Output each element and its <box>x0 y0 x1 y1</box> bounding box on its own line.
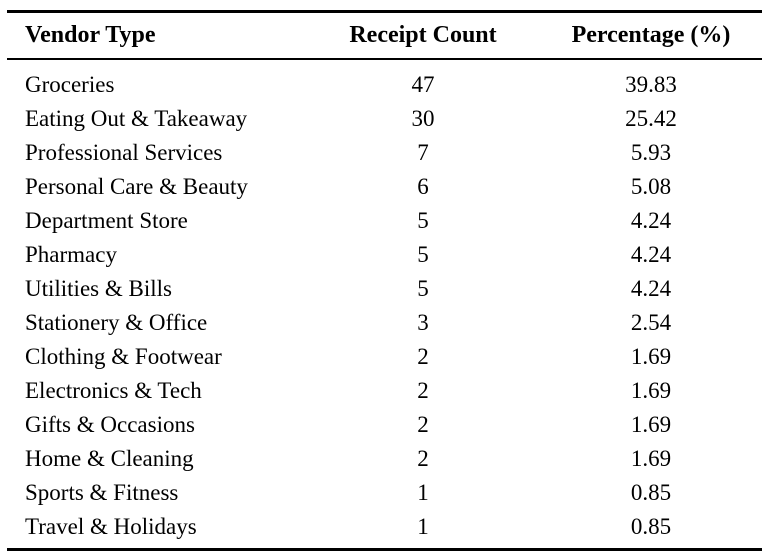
vendor-type-cell: Stationery & Office <box>25 310 208 335</box>
vendor-type-cell: Utilities & Bills <box>25 276 172 301</box>
percentage-cell: 4.24 <box>630 242 672 267</box>
receipt-count-cell: 2 <box>417 378 429 403</box>
vendor-type-cell: Professional Services <box>25 140 223 165</box>
table-row: Travel & Holidays 1 0.85 <box>7 510 762 550</box>
table-row: Department Store 5 4.24 <box>7 204 762 238</box>
vendor-type-cell: Sports & Fitness <box>25 480 179 505</box>
table-row: Electronics & Tech 2 1.69 <box>7 374 762 408</box>
receipt-count-cell: 2 <box>417 446 429 471</box>
table-row: Clothing & Footwear 2 1.69 <box>7 340 762 374</box>
table-row: Professional Services 7 5.93 <box>7 136 762 170</box>
table-row: Pharmacy 5 4.24 <box>7 238 762 272</box>
receipt-count-cell: 3 <box>417 310 429 335</box>
vendor-type-cell: Pharmacy <box>25 242 117 267</box>
percentage-cell: 5.93 <box>630 140 672 165</box>
vendor-type-cell: Gifts & Occasions <box>25 412 195 437</box>
percentage-cell: 1.69 <box>630 446 672 471</box>
vendor-type-cell: Home & Cleaning <box>25 446 194 471</box>
table-row: Stationery & Office 3 2.54 <box>7 306 762 340</box>
percentage-cell: 0.85 <box>630 514 672 539</box>
percentage-cell: 39.83 <box>625 72 677 97</box>
receipt-count-cell: 30 <box>411 106 435 131</box>
receipt-count-cell: 1 <box>417 514 429 539</box>
percentage-cell: 0.85 <box>630 480 672 505</box>
vendor-receipt-table: Vendor Type Receipt Count Percentage (%)… <box>7 10 762 551</box>
table-body: Groceries 47 39.83 Eating Out & Takeaway 30 2… <box>7 59 762 550</box>
percentage-cell: 1.69 <box>630 412 672 437</box>
vendor-type-cell: Electronics & Tech <box>25 378 202 403</box>
table-row: Eating Out & Takeaway 30 25.42 <box>7 102 762 136</box>
table-row: Sports & Fitness 1 0.85 <box>7 476 762 510</box>
column-header-receipt-count: Receipt Count <box>306 11 540 60</box>
vendor-type-cell: Groceries <box>25 72 115 97</box>
table-row: Groceries 47 39.83 <box>7 59 762 102</box>
table-row: Utilities & Bills 5 4.24 <box>7 272 762 306</box>
percentage-cell: 25.42 <box>625 106 677 131</box>
table-row: Gifts & Occasions 2 1.69 <box>7 408 762 442</box>
table-header-row: Vendor Type Receipt Count Percentage (%) <box>7 11 762 60</box>
receipt-count-cell: 5 <box>417 208 429 233</box>
vendor-type-cell: Eating Out & Takeaway <box>25 106 248 131</box>
receipt-count-cell: 5 <box>417 276 429 301</box>
receipt-count-cell: 5 <box>417 242 429 267</box>
receipt-count-cell: 2 <box>417 412 429 437</box>
percentage-cell: 4.24 <box>630 208 672 233</box>
column-header-vendor-type: Vendor Type <box>7 11 306 60</box>
vendor-type-cell: Travel & Holidays <box>25 514 197 539</box>
percentage-cell: 5.08 <box>630 174 672 199</box>
vendor-type-cell: Personal Care & Beauty <box>25 174 248 199</box>
receipt-count-cell: 2 <box>417 344 429 369</box>
receipt-count-cell: 47 <box>411 72 435 97</box>
percentage-cell: 2.54 <box>630 310 672 335</box>
vendor-type-cell: Clothing & Footwear <box>25 344 222 369</box>
column-header-percentage: Percentage (%) <box>540 11 762 60</box>
table-row: Home & Cleaning 2 1.69 <box>7 442 762 476</box>
receipt-count-cell: 7 <box>417 140 429 165</box>
receipt-count-cell: 1 <box>417 480 429 505</box>
percentage-cell: 1.69 <box>630 344 672 369</box>
vendor-type-cell: Department Store <box>25 208 188 233</box>
table-row: Personal Care & Beauty 6 5.08 <box>7 170 762 204</box>
receipt-count-cell: 6 <box>417 174 429 199</box>
percentage-cell: 4.24 <box>630 276 672 301</box>
percentage-cell: 1.69 <box>630 378 672 403</box>
